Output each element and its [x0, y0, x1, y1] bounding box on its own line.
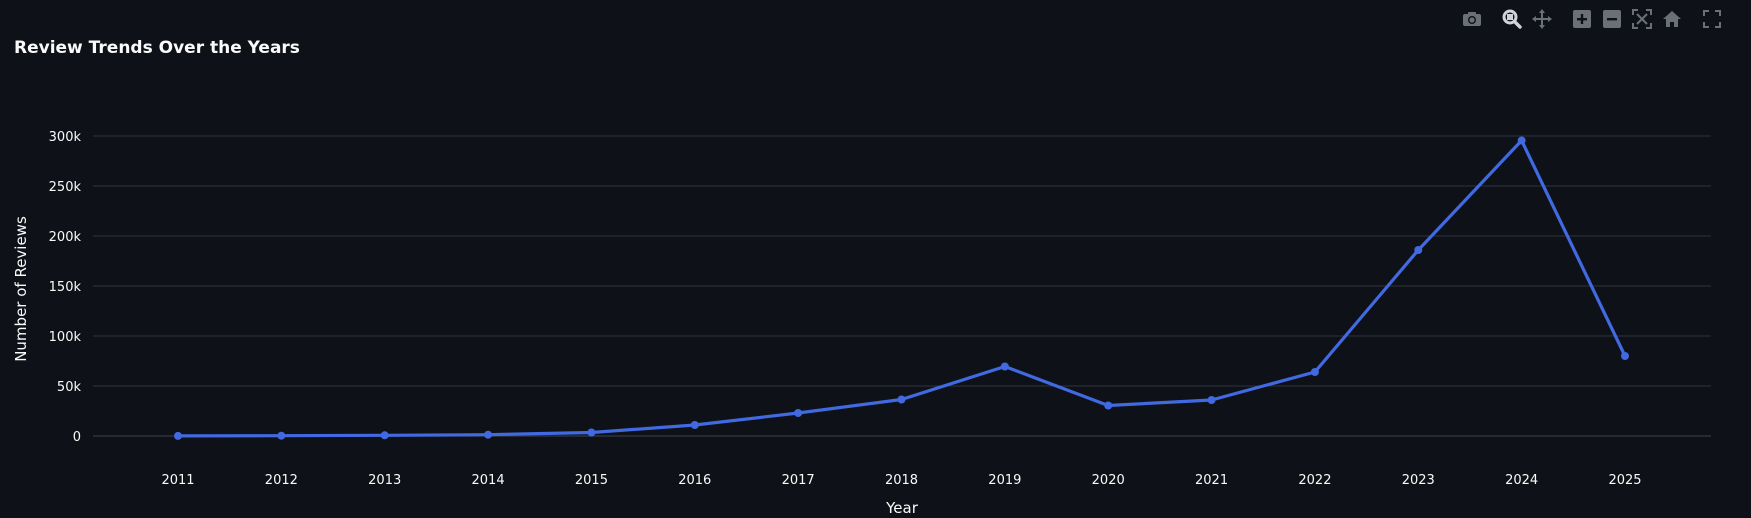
x-tick-label: 2018: [885, 473, 918, 488]
camera-icon: [1463, 12, 1481, 26]
zoom-button[interactable]: [1497, 8, 1527, 30]
data-point[interactable]: [690, 421, 699, 429]
data-point[interactable]: [484, 430, 493, 439]
data-point[interactable]: [277, 431, 286, 440]
y-axis-label: Number of Reviews: [12, 216, 30, 362]
y-tick-labels: 0 50k 100k 150k 200k 250k 300k: [49, 130, 82, 445]
data-point[interactable]: [897, 395, 906, 404]
series-layer: [174, 136, 1629, 440]
zoom-out-icon: [1603, 10, 1621, 28]
y-tick-label: 100k: [49, 330, 82, 345]
zoom-out-button[interactable]: [1597, 8, 1627, 30]
data-point[interactable]: [1621, 352, 1629, 360]
y-tick-label: 50k: [57, 380, 82, 395]
x-tick-label: 2021: [1195, 473, 1228, 488]
x-tick-label: 2012: [265, 473, 298, 488]
x-tick-label: 2020: [1092, 473, 1125, 488]
autoscale-icon: [1632, 9, 1652, 29]
x-tick-label: 2024: [1505, 473, 1538, 488]
y-tick-label: 250k: [49, 180, 82, 195]
grid-lines: [93, 135, 1711, 437]
x-tick-label: 2011: [161, 473, 194, 488]
y-tick-label: 300k: [49, 130, 82, 145]
home-icon: [1663, 11, 1681, 27]
data-point[interactable]: [794, 409, 803, 417]
x-tick-label: 2017: [782, 473, 815, 488]
y-tick-label: 0: [73, 430, 81, 445]
x-axis-label: Year: [885, 499, 919, 517]
x-tick-label: 2019: [988, 473, 1021, 488]
x-tick-label: 2016: [678, 473, 711, 488]
series-line: [176, 138, 1627, 438]
fullscreen-icon: [1703, 10, 1721, 28]
fullscreen-button[interactable]: [1697, 8, 1727, 30]
pan-button[interactable]: [1527, 8, 1557, 30]
data-point[interactable]: [587, 428, 596, 437]
data-point[interactable]: [1104, 401, 1113, 410]
zoom-icon: [1502, 9, 1522, 29]
autoscale-button[interactable]: [1627, 8, 1657, 30]
zoom-in-button[interactable]: [1567, 8, 1597, 30]
home-button[interactable]: [1657, 8, 1687, 30]
x-tick-label: 2014: [472, 473, 505, 488]
chart-title: Review Trends Over the Years: [14, 38, 300, 58]
y-tick-label: 200k: [49, 230, 82, 245]
x-tick-labels: 2011 2012 2013 2014 2015 2016 2017 2018 2019 2020…: [161, 473, 1641, 488]
data-point[interactable]: [380, 431, 389, 440]
data-point[interactable]: [1517, 136, 1526, 145]
zoom-in-icon: [1573, 10, 1591, 28]
data-point[interactable]: [1207, 396, 1216, 404]
data-point[interactable]: [1414, 246, 1423, 254]
data-point[interactable]: [1310, 368, 1319, 376]
y-tick-label: 150k: [49, 280, 82, 295]
x-tick-label: 2013: [368, 473, 401, 488]
x-tick-label: 2022: [1298, 473, 1331, 488]
chart-toolbar: [1447, 8, 1727, 30]
data-point[interactable]: [174, 431, 182, 440]
x-tick-label: 2023: [1402, 473, 1435, 488]
x-tick-label: 2015: [575, 473, 608, 488]
pan-icon: [1532, 9, 1552, 29]
x-tick-label: 2025: [1608, 473, 1641, 488]
camera-button[interactable]: [1457, 8, 1487, 30]
data-point[interactable]: [1000, 362, 1009, 371]
